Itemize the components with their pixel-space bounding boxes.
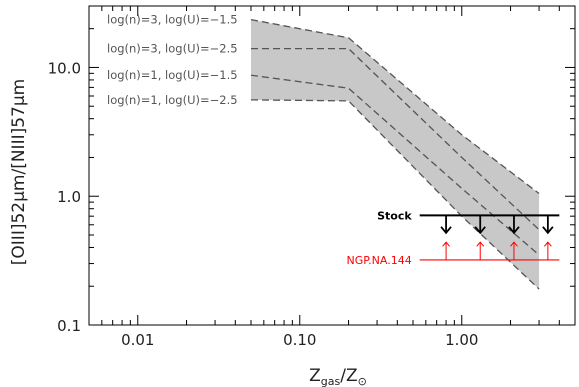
series-line-4 bbox=[250, 99, 540, 290]
legend: log(n)=3, log(U)=−1.5 log(n)=3, log(U)=−2… bbox=[107, 13, 238, 107]
limit-arrow-head-1-4 bbox=[542, 226, 554, 235]
x-axis-label: Zgas/Z⊙ bbox=[309, 366, 367, 387]
limit-arrow-head-2-4 bbox=[543, 241, 552, 247]
limit-label-2: NGP.NA.144 bbox=[346, 254, 411, 267]
y-tick-label-1: 0.1 bbox=[57, 317, 81, 335]
y-tick-label-2: 1.0 bbox=[57, 188, 81, 206]
limit-arrow-head-2-1 bbox=[442, 241, 450, 247]
limit-arrow-head-2-3 bbox=[510, 241, 518, 247]
series-line-2 bbox=[251, 47, 540, 231]
legend-label-1: log(n)=3, log(U)=−1.5 bbox=[107, 13, 238, 27]
series-line-3 bbox=[250, 74, 540, 256]
limit-arrow-head-1-2 bbox=[474, 226, 486, 235]
limit-arrow-head-1-3 bbox=[508, 226, 520, 235]
legend-label-3: log(n)=1, log(U)=−1.5 bbox=[107, 68, 238, 82]
legend-label-2: log(n)=3, log(U)=−2.5 bbox=[107, 42, 238, 56]
limit-arrow-head-1-1 bbox=[440, 226, 452, 235]
plot-frame bbox=[88, 5, 576, 326]
x-tick-label-1: 0.01 bbox=[121, 331, 154, 349]
axis-ticks: 0.01 0.10 1.00 0.1 1.0 10.0 bbox=[48, 5, 576, 349]
series-layer bbox=[250, 19, 540, 290]
plot-border bbox=[88, 5, 576, 326]
x-tick-label-3: 1.00 bbox=[445, 331, 478, 349]
x-tick-label-2: 0.10 bbox=[283, 331, 316, 349]
x-axis-label-sub1: gas bbox=[321, 375, 341, 387]
band-layer bbox=[251, 19, 540, 290]
model-band bbox=[251, 19, 540, 290]
limit-arrow-head-2-2 bbox=[476, 241, 485, 247]
series-line-1 bbox=[250, 19, 540, 195]
x-axis-label-sub2: ⊙ bbox=[358, 375, 367, 387]
y-axis-label: [OIII]52μm/[NIII]57μm bbox=[9, 79, 29, 265]
y-tick-label-3: 10.0 bbox=[48, 59, 81, 77]
limit-label-1: Stock bbox=[377, 209, 412, 222]
annotation-layer: Stock NGP.NA.144 bbox=[346, 209, 560, 267]
legend-label-4: log(n)=1, log(U)=−2.5 bbox=[107, 93, 238, 107]
x-axis-label-slash: /Z bbox=[340, 366, 357, 386]
x-axis-label-main: Z bbox=[309, 366, 321, 386]
